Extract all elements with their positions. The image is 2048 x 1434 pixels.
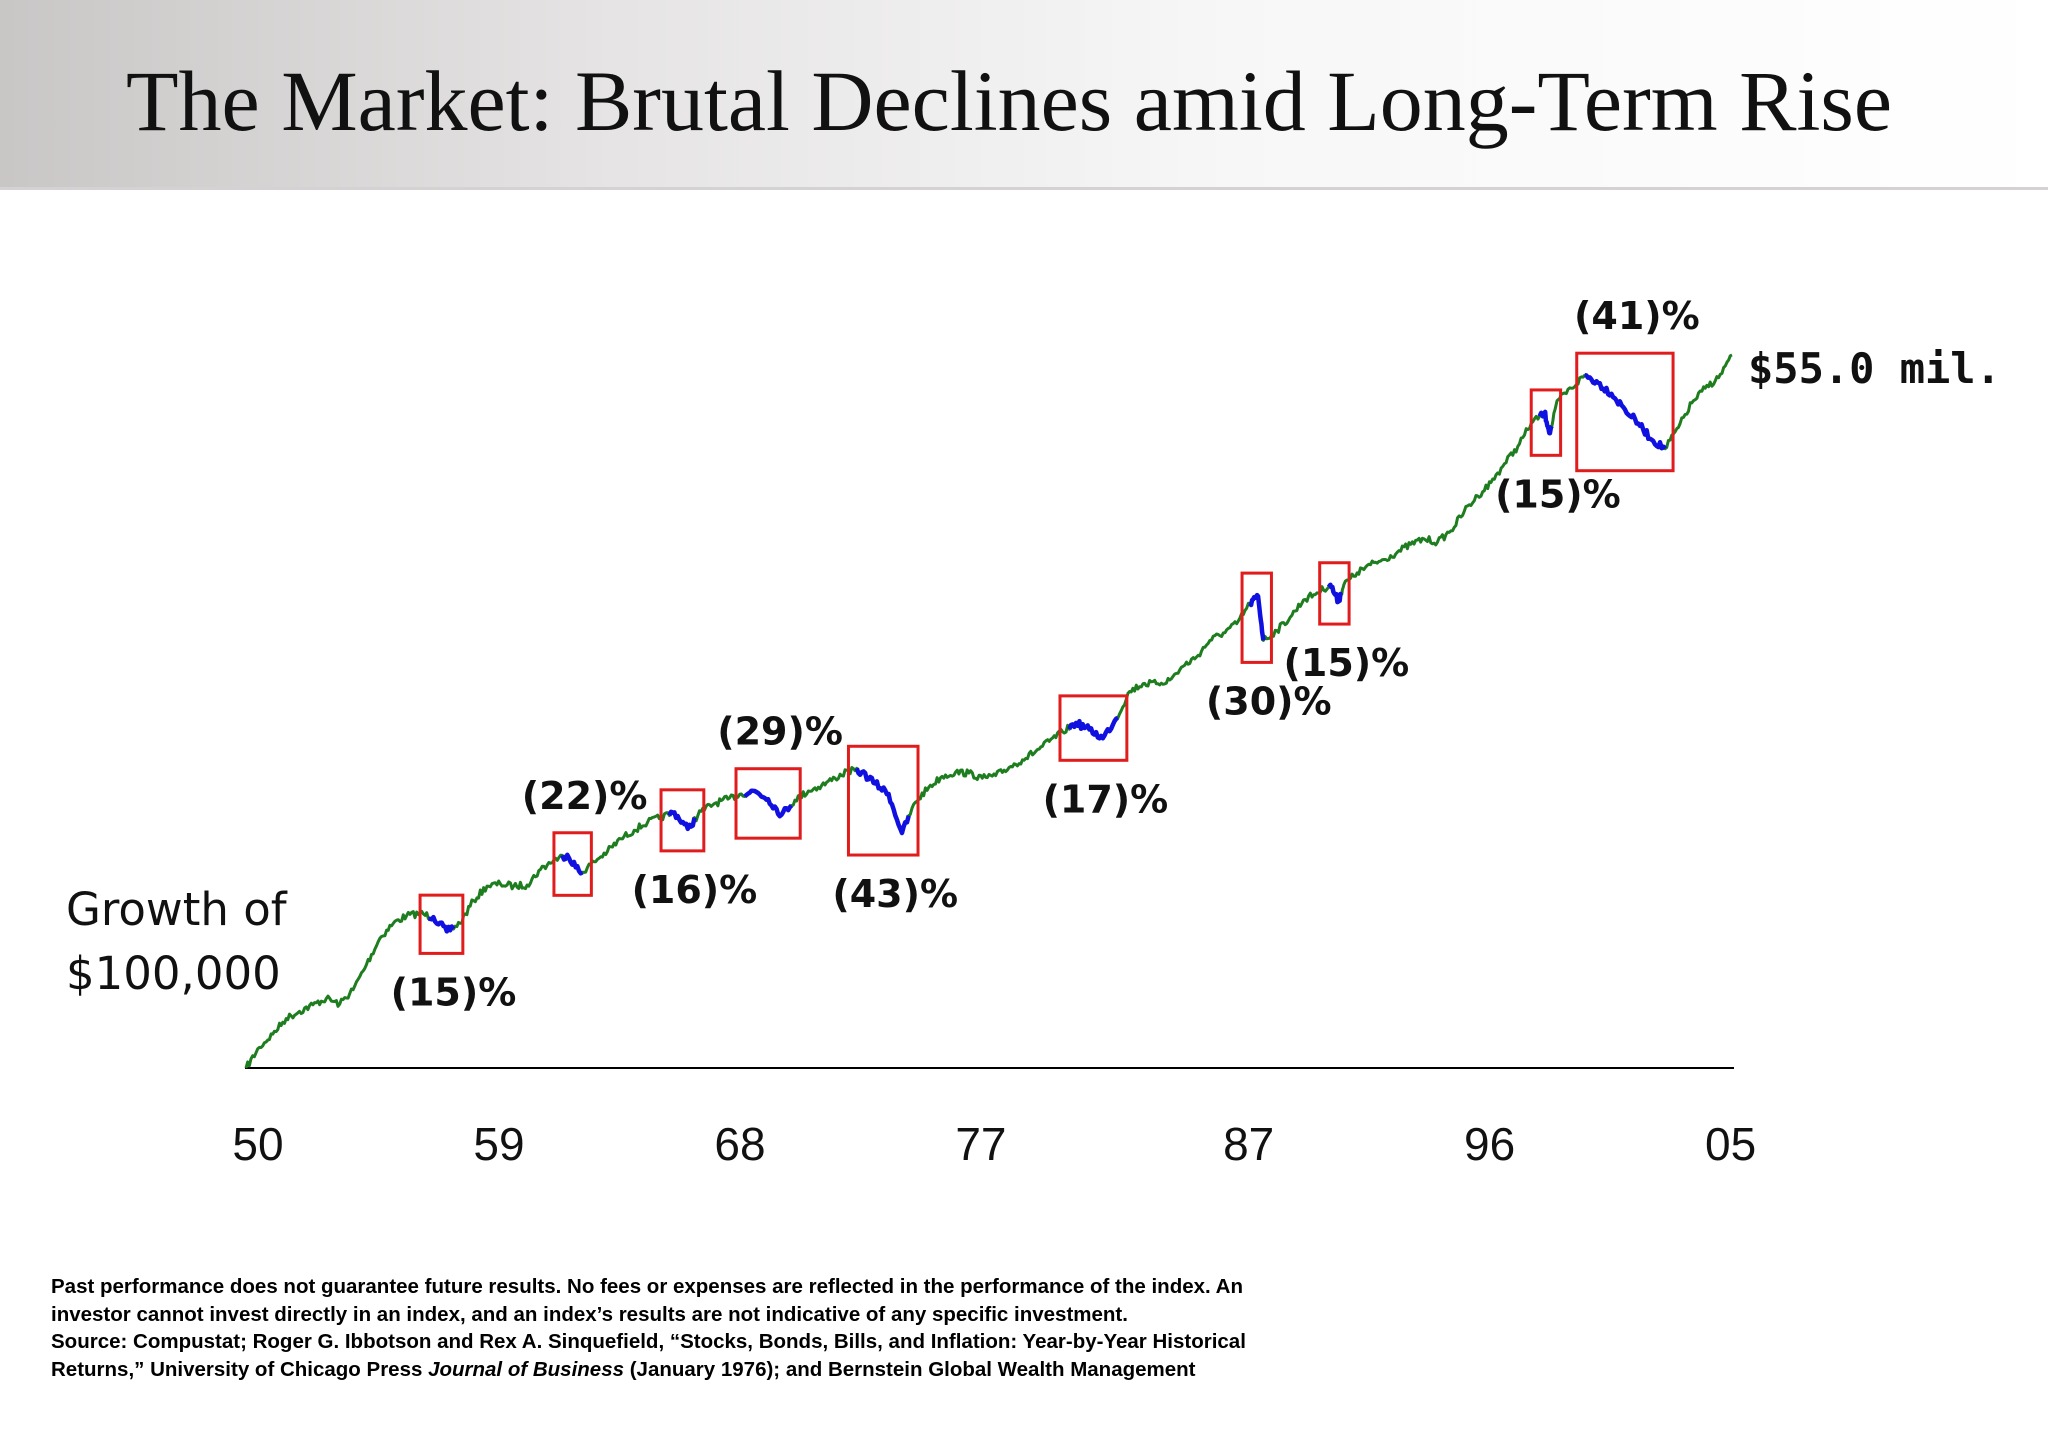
decline-segment-6 (1067, 715, 1119, 741)
footnote-line-4-start: Returns,” University of Chicago Press (51, 1357, 429, 1381)
growth-line (244, 353, 1733, 1069)
decline-box-6 (1058, 694, 1129, 762)
y-axis-label-line-2: $100,000 (66, 947, 281, 1000)
x-tick-label-96: 96 (1464, 1118, 1515, 1170)
footnote-line-3: Source: Compustat; Roger G. Ibbotson and… (51, 1330, 1246, 1353)
decline-segment-2 (560, 852, 584, 876)
decline-label-4: (29)% (717, 710, 843, 754)
decline-label-3: (16)% (632, 868, 758, 912)
decline-segment-3 (667, 809, 697, 832)
x-tick-label-87: 87 (1223, 1118, 1274, 1170)
decline-segment-1 (427, 914, 456, 934)
decline-label-1: (15)% (391, 970, 517, 1014)
decline-label-2: (22)% (522, 774, 648, 818)
x-tick-label-50: 50 (232, 1118, 283, 1170)
decline-segment-4 (743, 788, 794, 819)
decline-segment-9 (1537, 409, 1554, 436)
footnote-line-4: Returns,” University of Chicago Press Jo… (51, 1356, 1451, 1384)
decline-label-7: (30)% (1206, 679, 1332, 723)
decline-segment-8 (1326, 582, 1343, 605)
decline-box-5 (846, 744, 920, 857)
decline-label-6: (17)% (1043, 777, 1169, 821)
decline-label-8: (15)% (1284, 641, 1410, 685)
decline-label-5: (43)% (832, 872, 958, 916)
decline-segment-5 (854, 767, 911, 836)
footnote-journal-title: Journal of Business (428, 1357, 625, 1381)
y-axis-label: Growth of $100,000 (66, 878, 316, 1006)
x-tick-label-77: 77 (955, 1118, 1006, 1170)
decline-box-7 (1240, 571, 1273, 664)
decline-box-10 (1575, 351, 1675, 473)
decline-box-1 (418, 893, 465, 955)
decline-segment-7 (1248, 592, 1266, 641)
decline-label-10: (41)% (1574, 294, 1700, 338)
decline-segment-10 (1584, 372, 1667, 451)
decline-box-2 (552, 831, 593, 897)
decline-label-9: (15)% (1495, 472, 1621, 516)
decline-box-8 (1318, 561, 1351, 626)
decline-box-4 (734, 767, 802, 840)
end-value-label: $55.0 mil. (1748, 344, 2001, 393)
decline-box-9 (1529, 388, 1563, 457)
footnote: Past performance does not guarantee futu… (51, 1273, 1451, 1383)
decline-box-3 (659, 788, 706, 853)
title-bar: The Market: Brutal Declines amid Long-Te… (0, 0, 2048, 190)
x-tick-label-59: 59 (473, 1118, 524, 1170)
y-axis-label-line-1: Growth of (66, 883, 287, 936)
footnote-line-1: Past performance does not guarantee futu… (51, 1275, 1243, 1298)
x-tick-label-68: 68 (714, 1118, 765, 1170)
x-tick-label-05: 05 (1705, 1118, 1756, 1170)
footnote-line-2: investor cannot invest directly in an in… (51, 1302, 1128, 1326)
page-title: The Market: Brutal Declines amid Long-Te… (126, 53, 1893, 149)
footnote-line-4-end: (January 1976); and Bernstein Global Wea… (624, 1357, 1196, 1381)
